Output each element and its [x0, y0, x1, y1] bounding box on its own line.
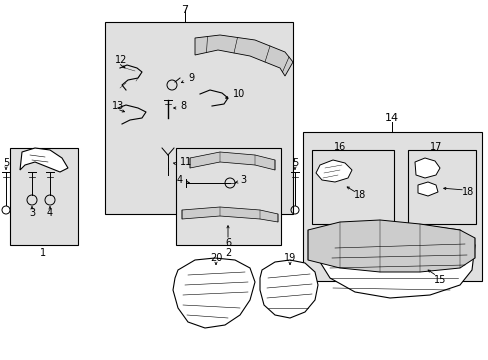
- Text: 18: 18: [461, 187, 473, 197]
- Text: 15: 15: [433, 275, 445, 285]
- Bar: [10, 148, 78, 245]
- Polygon shape: [190, 152, 274, 170]
- Polygon shape: [195, 35, 292, 76]
- Polygon shape: [315, 160, 351, 182]
- Polygon shape: [307, 220, 474, 272]
- Text: 3: 3: [240, 175, 245, 185]
- Bar: [176, 148, 281, 245]
- Text: 5: 5: [291, 158, 298, 168]
- Text: 8: 8: [180, 101, 186, 111]
- Bar: [105, 22, 292, 214]
- Polygon shape: [20, 148, 68, 172]
- Bar: [303, 132, 481, 281]
- Bar: [407, 150, 475, 224]
- Text: 12: 12: [115, 55, 127, 65]
- Text: 14: 14: [384, 113, 398, 123]
- Text: 10: 10: [232, 89, 245, 99]
- Polygon shape: [319, 225, 474, 298]
- Text: 18: 18: [353, 190, 366, 200]
- Text: 13: 13: [112, 101, 124, 111]
- Text: 19: 19: [284, 253, 296, 263]
- Polygon shape: [182, 207, 278, 222]
- Bar: [311, 150, 393, 224]
- Polygon shape: [414, 158, 439, 178]
- Text: 4: 4: [47, 208, 53, 218]
- Text: 3: 3: [29, 208, 35, 218]
- Text: 1: 1: [40, 248, 46, 258]
- Text: 11: 11: [180, 157, 192, 167]
- Text: 16: 16: [333, 142, 346, 152]
- Polygon shape: [173, 258, 254, 328]
- Polygon shape: [260, 260, 317, 318]
- Text: 6: 6: [224, 238, 231, 248]
- Text: 7: 7: [181, 5, 188, 15]
- Text: 20: 20: [209, 253, 222, 263]
- Text: 17: 17: [429, 142, 441, 152]
- Text: 2: 2: [224, 248, 231, 258]
- Text: 5: 5: [3, 158, 9, 168]
- Text: 4: 4: [177, 175, 183, 185]
- Text: 9: 9: [187, 73, 194, 83]
- Polygon shape: [417, 182, 437, 196]
